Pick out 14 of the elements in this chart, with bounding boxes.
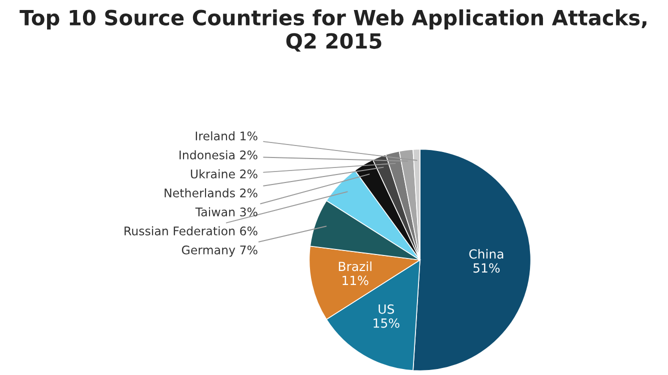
data-label: 15% <box>374 318 400 328</box>
slice-label: Brazil <box>338 261 372 272</box>
slice-label: China <box>469 249 504 259</box>
slice-label: Russian Federation 6% <box>124 226 258 236</box>
slice-label: Indonesia 2% <box>180 150 258 160</box>
slice-label: US <box>378 304 394 314</box>
slice-label: Netherlands 2% <box>164 188 258 198</box>
chart-title: Top 10 Source Countries for Web Application Attacks, Q2 2015 <box>20 9 646 52</box>
data-label: 51% <box>474 263 500 273</box>
slice-label: Ukraine 2% <box>190 169 258 178</box>
data-label: 11% <box>342 276 368 286</box>
slice-label: Ireland 1% <box>196 131 258 140</box>
slice-label: Germany 7% <box>182 245 258 257</box>
slice-label: Taiwan 3% <box>195 207 258 216</box>
